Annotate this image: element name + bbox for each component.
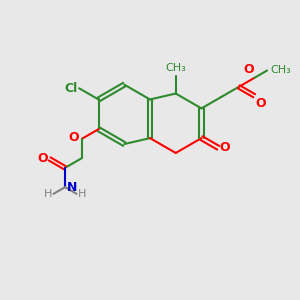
Text: O: O — [220, 141, 230, 154]
Text: CH₃: CH₃ — [270, 65, 291, 76]
Text: O: O — [243, 63, 254, 76]
Text: N: N — [67, 181, 77, 194]
Text: Cl: Cl — [64, 82, 78, 95]
Text: CH₃: CH₃ — [165, 63, 186, 73]
Text: O: O — [69, 131, 80, 144]
Text: O: O — [38, 152, 48, 165]
Text: H: H — [44, 189, 52, 199]
Text: O: O — [256, 97, 266, 110]
Text: H: H — [78, 189, 86, 199]
